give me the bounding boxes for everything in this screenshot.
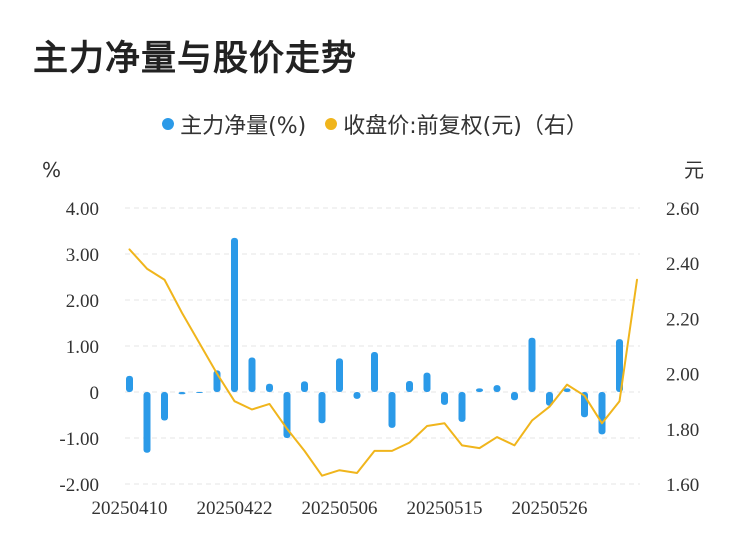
bar xyxy=(161,392,168,421)
x-tick-label: 20250506 xyxy=(302,498,378,519)
bar xyxy=(406,380,413,392)
left-tick-label: 1.00 xyxy=(66,337,99,358)
bar xyxy=(126,375,133,392)
line-series xyxy=(128,248,638,477)
legend-line-label: 收盘价:前复权(元)（右） xyxy=(343,114,588,139)
right-tick-label: 2.20 xyxy=(666,309,699,330)
bar xyxy=(196,392,203,393)
left-axis-ticks: 4.00 3.00 2.00 1.00 0 -1.00 -2.00 xyxy=(59,199,99,496)
bar xyxy=(423,372,431,392)
bar xyxy=(353,392,361,399)
x-tick-label: 20250410 xyxy=(92,498,168,519)
bar-series xyxy=(126,237,623,453)
left-tick-label: -2.00 xyxy=(59,475,99,496)
gridlines xyxy=(125,207,640,485)
right-tick-label: 2.00 xyxy=(666,365,699,386)
bar xyxy=(388,392,396,428)
bar xyxy=(371,351,378,392)
left-tick-label: 2.00 xyxy=(66,291,99,312)
legend-item-line[interactable]: 收盘价:前复权(元)（右） xyxy=(325,108,588,140)
right-tick-label: 1.80 xyxy=(666,420,699,441)
right-axis-unit: 元 xyxy=(684,158,704,182)
chart-title: 主力净量与股价走势 xyxy=(33,39,358,79)
left-tick-label: -1.00 xyxy=(59,429,99,450)
x-axis-ticks: 20250410 20250422 20250506 20250515 20250526 xyxy=(92,498,588,519)
right-axis-ticks: 2.60 2.40 2.20 2.00 1.80 1.60 xyxy=(666,199,699,496)
bar xyxy=(441,392,448,405)
left-tick-label: 4.00 xyxy=(66,199,99,220)
left-tick-label: 0 xyxy=(90,383,100,404)
left-tick-label: 3.00 xyxy=(66,245,99,266)
bar xyxy=(528,337,536,392)
legend-bar-marker xyxy=(162,118,175,130)
bar xyxy=(616,339,623,392)
bar xyxy=(231,237,238,392)
price-line xyxy=(128,248,638,477)
bar xyxy=(318,392,326,424)
bar xyxy=(598,392,606,435)
bar xyxy=(248,357,256,392)
bar xyxy=(143,392,151,453)
legend-bar-label: 主力净量(%) xyxy=(180,114,307,139)
right-tick-label: 2.60 xyxy=(666,199,699,220)
bar xyxy=(476,388,483,392)
chart-legend: 主力净量(%) 收盘价:前复权(元)（右） xyxy=(0,108,750,140)
bar xyxy=(493,385,501,392)
bar xyxy=(563,388,571,392)
bar xyxy=(546,392,553,406)
bar xyxy=(336,358,343,392)
left-axis-unit: % xyxy=(42,158,61,182)
bar xyxy=(178,392,186,395)
x-tick-label: 20250515 xyxy=(407,498,483,519)
bar xyxy=(266,383,273,392)
legend-line-marker xyxy=(325,118,338,130)
bar xyxy=(458,392,466,422)
legend-item-bar[interactable]: 主力净量(%) xyxy=(162,108,306,140)
x-tick-label: 20250526 xyxy=(512,498,588,519)
bar xyxy=(301,381,308,392)
right-tick-label: 2.40 xyxy=(666,254,699,275)
right-tick-label: 1.60 xyxy=(666,475,699,496)
x-tick-label: 20250422 xyxy=(197,498,273,519)
bar xyxy=(511,392,518,401)
